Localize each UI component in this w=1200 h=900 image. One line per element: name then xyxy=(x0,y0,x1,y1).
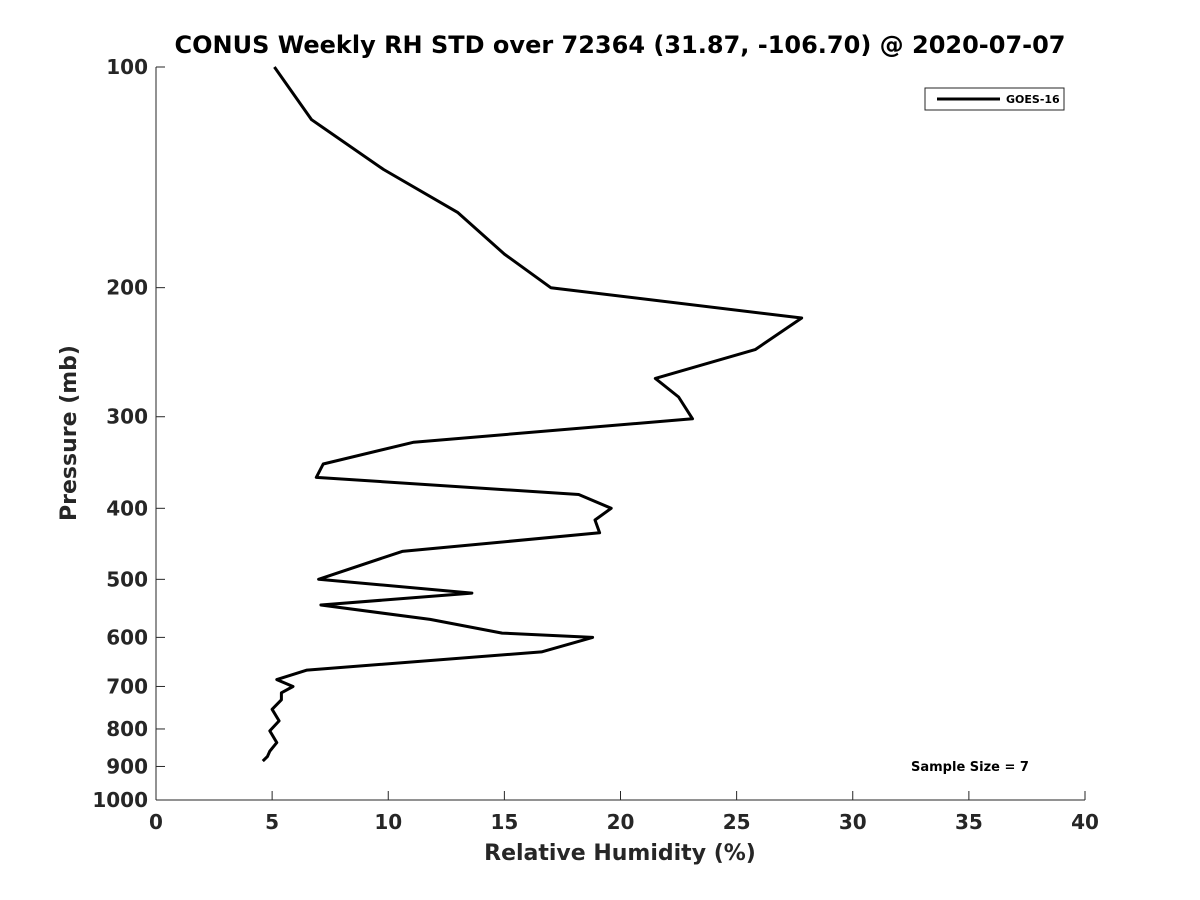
x-tick-label-20: 20 xyxy=(607,810,635,834)
y-tick-label-400: 400 xyxy=(106,496,148,520)
x-tick-label-35: 35 xyxy=(955,810,983,834)
x-tick-label-5: 5 xyxy=(265,810,279,834)
x-axis-label: Relative Humidity (%) xyxy=(484,841,756,866)
sample-size-annotation: Sample Size = 7 xyxy=(911,760,1029,775)
legend: GOES-16 xyxy=(924,87,1065,111)
series-line-goes-16 xyxy=(261,66,804,763)
x-tick-label-25: 25 xyxy=(723,810,751,834)
y-tick-label-700: 700 xyxy=(106,674,148,698)
chart-title: CONUS Weekly RH STD over 72364 (31.87, -… xyxy=(174,31,1065,59)
x-tick-label-15: 15 xyxy=(490,810,518,834)
series-layer xyxy=(261,66,804,763)
y-tick-label-800: 800 xyxy=(106,717,148,741)
y-tick-label-1000: 1000 xyxy=(92,788,148,812)
x-tick-label-10: 10 xyxy=(374,810,402,834)
y-tick-label-200: 200 xyxy=(106,276,148,300)
y-axis-ticks: 100 200 300 400 500 600 700 800 900 1000 xyxy=(92,55,165,812)
y-tick-label-500: 500 xyxy=(106,567,148,591)
y-tick-label-900: 900 xyxy=(106,754,148,778)
x-axis-ticks: 0 5 10 15 20 25 30 35 40 xyxy=(149,791,1099,834)
y-tick-label-300: 300 xyxy=(106,405,148,429)
x-tick-label-30: 30 xyxy=(839,810,867,834)
x-tick-label-40: 40 xyxy=(1071,810,1099,834)
y-axis-label: Pressure (mb) xyxy=(57,345,82,521)
y-tick-label-100: 100 xyxy=(106,55,148,79)
legend-label-goes-16: GOES-16 xyxy=(1006,93,1060,106)
y-tick-label-600: 600 xyxy=(106,625,148,649)
x-tick-label-0: 0 xyxy=(149,810,163,834)
